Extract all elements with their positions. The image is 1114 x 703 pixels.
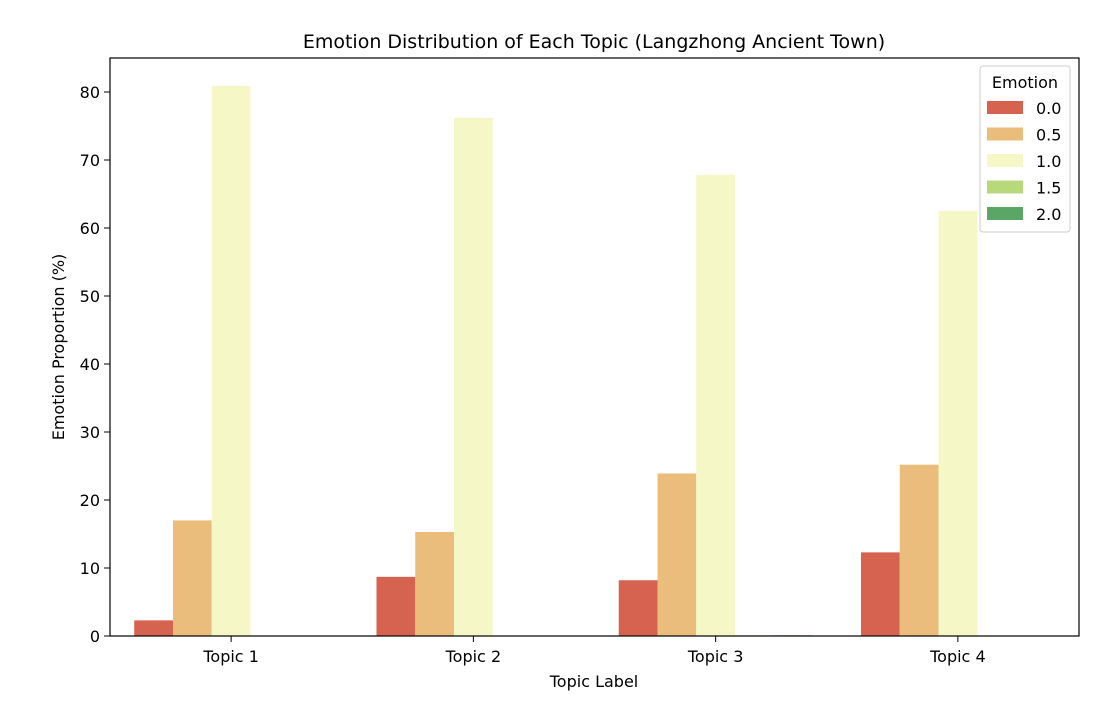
legend-label-0.5: 0.5 (1036, 126, 1061, 145)
chart-title: Emotion Distribution of Each Topic (Lang… (303, 31, 885, 53)
legend-swatch-2.0 (987, 207, 1023, 220)
bar-0.5-topic-1 (172, 520, 212, 636)
y-tick-label: 20 (80, 491, 100, 510)
x-tick-label: Topic 3 (687, 647, 744, 666)
y-tick-label: 0 (90, 627, 100, 646)
y-tick-label: 60 (80, 219, 100, 238)
legend-label-1.0: 1.0 (1036, 152, 1061, 171)
x-tick-label: Topic 4 (929, 647, 986, 666)
legend-label-0.0: 0.0 (1036, 99, 1061, 118)
bar-0.0-topic-1 (134, 620, 173, 636)
bar-1.0-topic-2 (454, 117, 493, 637)
bar-0.5-topic-4 (899, 464, 939, 636)
bar-1.0-topic-3 (696, 174, 736, 636)
bar-1.0-topic-1 (211, 85, 251, 636)
legend-label-1.5: 1.5 (1036, 179, 1061, 198)
plot-area: 0 10 20 30 40 50 60 70 80 Topic 1 Topic 2 Topic 3 To… (80, 83, 986, 666)
bar-0.5-topic-2 (415, 531, 454, 636)
y-tick-label: 30 (80, 423, 100, 442)
y-tick-label: 80 (80, 83, 100, 102)
y-axis-label: Emotion Proportion (%) (49, 254, 68, 441)
legend: Emotion 0.0 0.5 1.0 1.5 2.0 (979, 65, 1071, 233)
bar-0.0-topic-3 (618, 580, 658, 636)
bar-0.5-topic-3 (657, 473, 697, 636)
plot-frame (109, 57, 1080, 637)
x-tick-label: Topic 1 (202, 647, 259, 666)
x-axis-label: Topic Label (549, 672, 639, 691)
x-tick-label: Topic 2 (445, 647, 502, 666)
legend-swatch-1.5 (987, 180, 1023, 194)
y-tick-label: 70 (80, 151, 100, 170)
legend-swatch-1.0 (987, 154, 1023, 167)
y-tick-label: 40 (80, 355, 100, 374)
bar-0.0-topic-4 (860, 552, 900, 636)
legend-label-2.0: 2.0 (1036, 205, 1061, 224)
legend-swatch-0.5 (987, 127, 1023, 141)
legend-swatch-0.0 (987, 101, 1023, 114)
bar-0.0-topic-2 (376, 576, 416, 636)
y-tick-label: 50 (80, 287, 100, 306)
y-tick-label: 10 (80, 559, 100, 578)
legend-title: Emotion (992, 73, 1058, 92)
bar-1.0-topic-4 (938, 211, 978, 636)
